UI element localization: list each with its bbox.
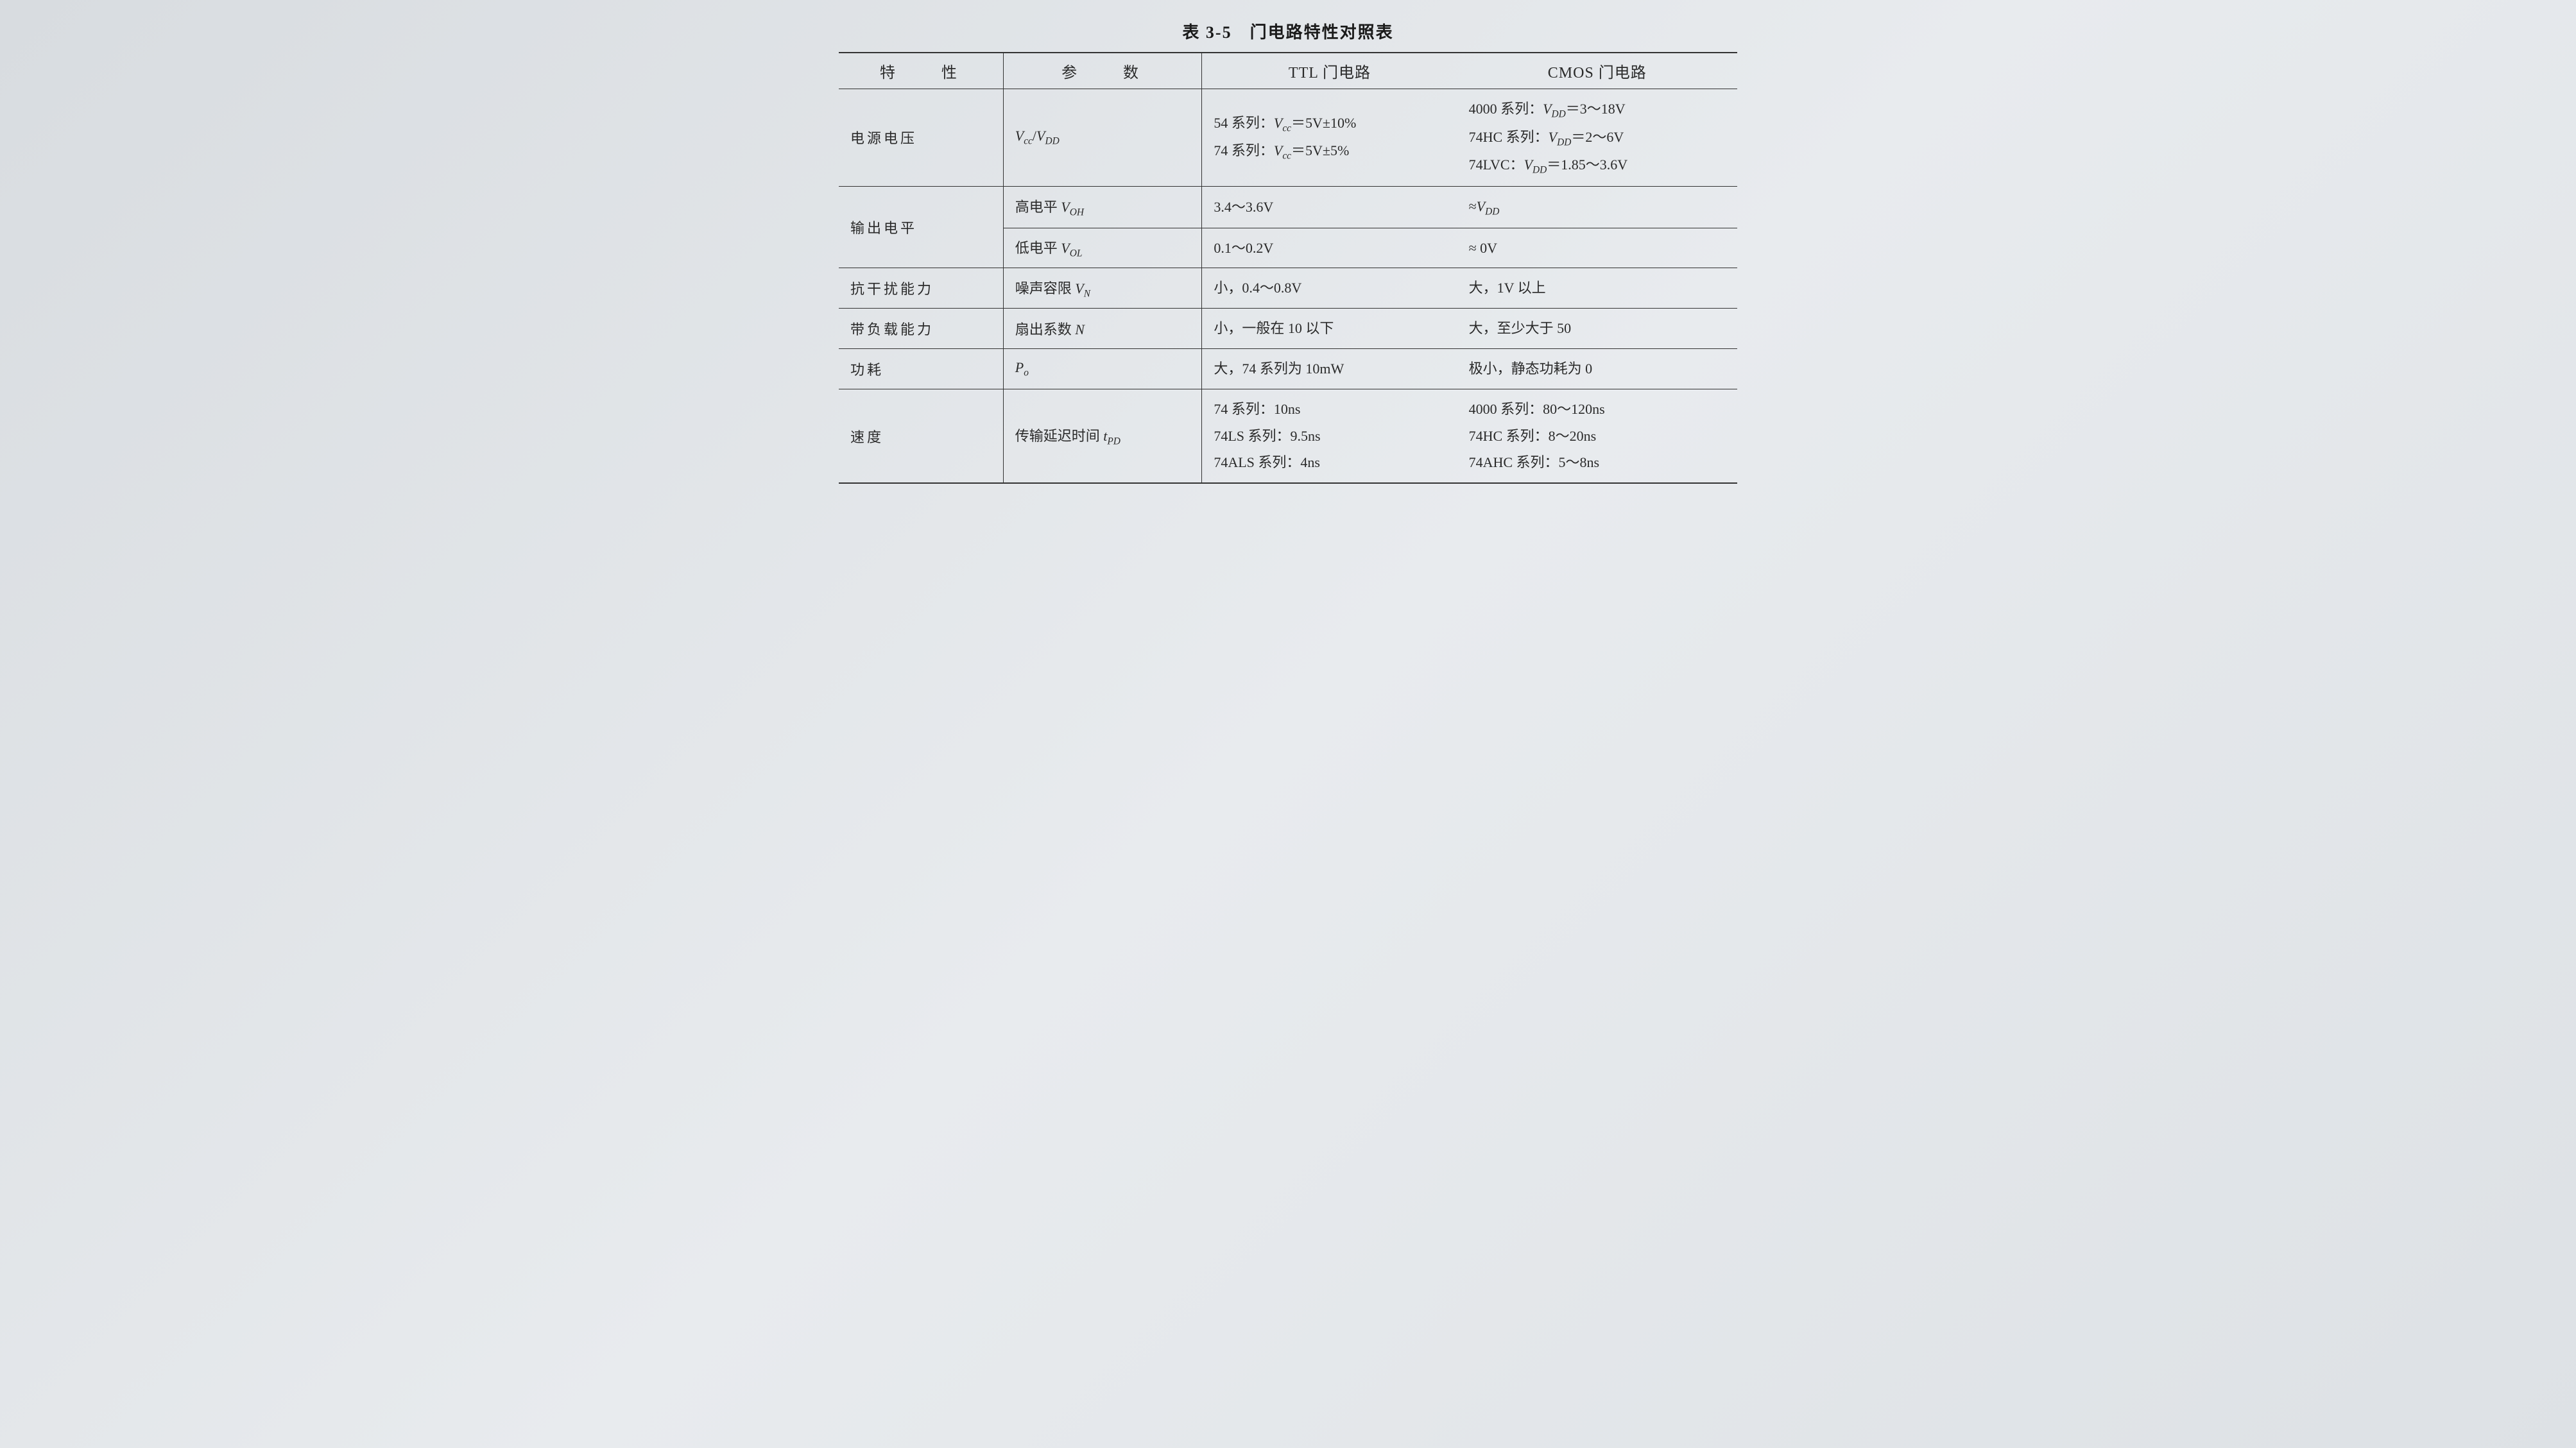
param-cell: 高电平 VOH [1003,186,1202,228]
table-row: 带负载能力 扇出系数 N 小，一般在 10 以下 大，至少大于 50 [839,309,1737,349]
cmos-line: 74LVC：VDD＝1.85～3.6V [1469,151,1726,180]
ttl-line: 54 系列：Vcc＝5V±10% [1214,110,1445,138]
char-cell: 输出电平 [839,186,1003,268]
char-cell: 抗干扰能力 [839,268,1003,309]
ttl-cell: 0.1～0.2V [1202,228,1457,268]
cmos-cell: 极小，静态功耗为 0 [1457,349,1737,389]
ttl-line: 74 系列：10ns [1214,396,1445,423]
cmos-line: 74AHC 系列：5～8ns [1469,449,1726,476]
ttl-cell: 小，0.4～0.8V [1202,268,1457,309]
cmos-line: 4000 系列：VDD＝3～18V [1469,96,1726,124]
ttl-line: 74ALS 系列：4ns [1214,449,1445,476]
ttl-line: 74 系列：Vcc＝5V±5% [1214,137,1445,166]
col-header-parameter: 参 数 [1003,53,1202,89]
param-cell: Po [1003,349,1202,389]
param-cell: 噪声容限 VN [1003,268,1202,309]
ttl-cell: 74 系列：10ns 74LS 系列：9.5ns 74ALS 系列：4ns [1202,389,1457,483]
param-cell: 扇出系数 N [1003,309,1202,349]
cmos-line: 74HC 系列：VDD＝2～6V [1469,124,1726,152]
cmos-cell: ≈ 0V [1457,228,1737,268]
cmos-cell: 大，至少大于 50 [1457,309,1737,349]
col-header-characteristic: 特 性 [839,53,1003,89]
table-body: 电源电压 Vcc/VDD 54 系列：Vcc＝5V±10% 74 系列：Vcc＝… [839,89,1737,484]
col-header-cmos: CMOS 门电路 [1457,53,1737,89]
table-row: 输出电平 高电平 VOH 3.4～3.6V ≈VDD [839,186,1737,228]
comparison-table: 特 性 参 数 TTL 门电路 CMOS 门电路 电源电压 Vcc/VDD 54… [839,52,1737,484]
page-container: 表 3-5 门电路特性对照表 特 性 参 数 TTL 门电路 CMOS 门电路 … [839,19,1737,484]
cmos-line: 74HC 系列：8～20ns [1469,423,1726,450]
table-row: 电源电压 Vcc/VDD 54 系列：Vcc＝5V±10% 74 系列：Vcc＝… [839,89,1737,187]
table-row: 速度 传输延迟时间 tPD 74 系列：10ns 74LS 系列：9.5ns 7… [839,389,1737,483]
char-cell: 功耗 [839,349,1003,389]
col-header-ttl: TTL 门电路 [1202,53,1457,89]
cmos-cell: 4000 系列：VDD＝3～18V 74HC 系列：VDD＝2～6V 74LVC… [1457,89,1737,187]
param-cell: 传输延迟时间 tPD [1003,389,1202,483]
param-cell: 低电平 VOL [1003,228,1202,268]
table-row: 抗干扰能力 噪声容限 VN 小，0.4～0.8V 大，1V 以上 [839,268,1737,309]
param-cell: Vcc/VDD [1003,89,1202,187]
cmos-cell: 4000 系列：80～120ns 74HC 系列：8～20ns 74AHC 系列… [1457,389,1737,483]
char-cell: 电源电压 [839,89,1003,187]
ttl-cell: 54 系列：Vcc＝5V±10% 74 系列：Vcc＝5V±5% [1202,89,1457,187]
cmos-cell: ≈VDD [1457,186,1737,228]
cmos-line: 4000 系列：80～120ns [1469,396,1726,423]
char-cell: 带负载能力 [839,309,1003,349]
table-row: 功耗 Po 大，74 系列为 10mW 极小，静态功耗为 0 [839,349,1737,389]
ttl-line: 74LS 系列：9.5ns [1214,423,1445,450]
table-title: 表 3-5 门电路特性对照表 [839,19,1737,43]
ttl-cell: 大，74 系列为 10mW [1202,349,1457,389]
ttl-cell: 3.4～3.6V [1202,186,1457,228]
cmos-cell: 大，1V 以上 [1457,268,1737,309]
char-cell: 速度 [839,389,1003,483]
ttl-cell: 小，一般在 10 以下 [1202,309,1457,349]
table-header-row: 特 性 参 数 TTL 门电路 CMOS 门电路 [839,53,1737,89]
